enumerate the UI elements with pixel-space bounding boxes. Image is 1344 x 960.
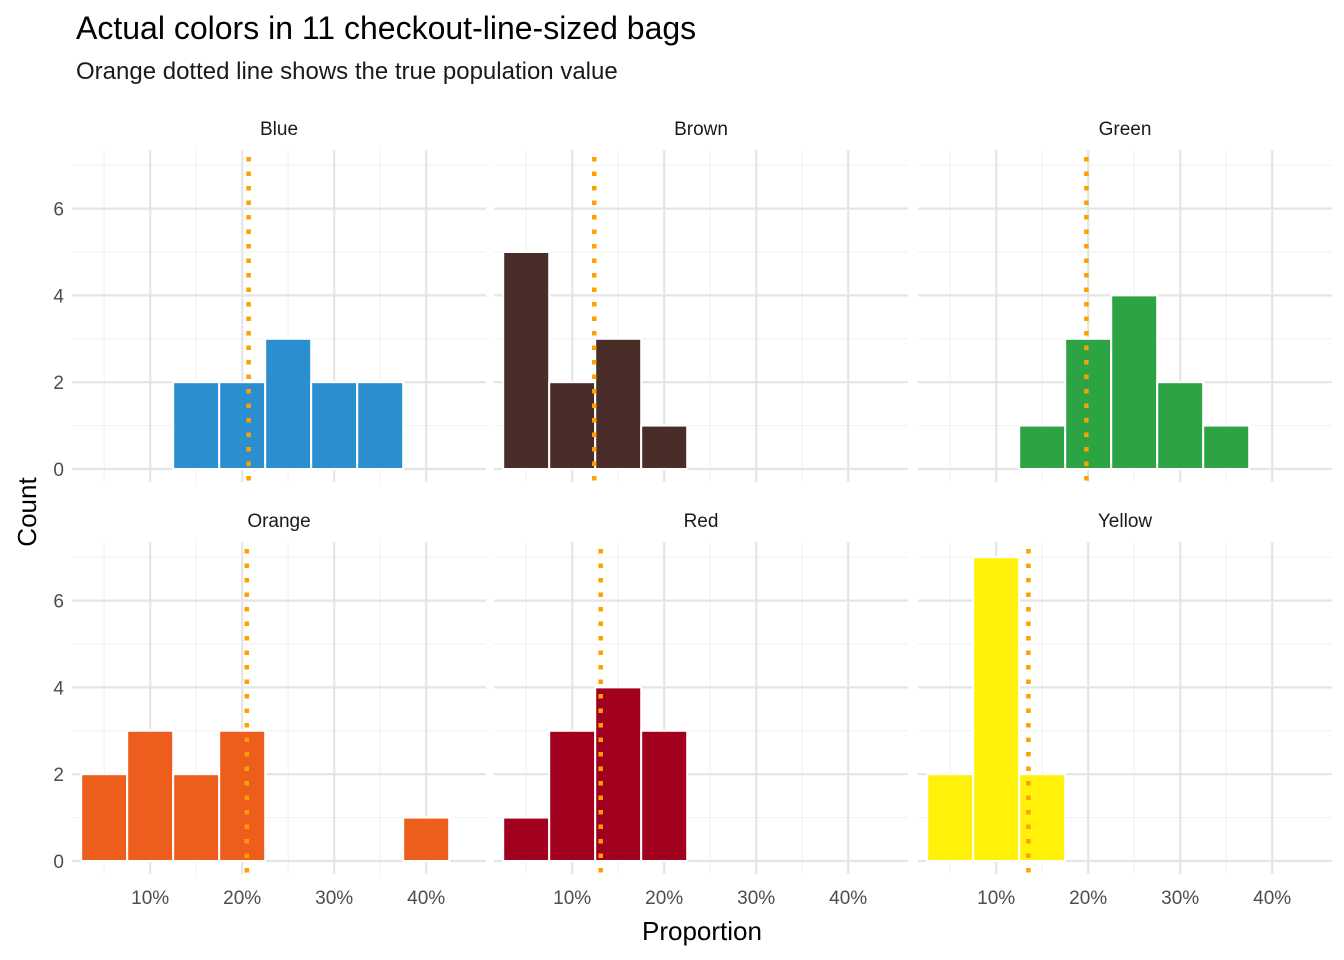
x-tick-label: 30% xyxy=(737,888,775,909)
x-tick-label: 10% xyxy=(977,888,1015,909)
bar-brown xyxy=(594,337,643,470)
bar-orange xyxy=(80,773,129,862)
bar-brown xyxy=(548,381,597,470)
panel-label-blue: Blue xyxy=(260,119,298,140)
bar-red xyxy=(548,729,597,862)
x-tick-label: 40% xyxy=(829,888,867,909)
y-axis-title: Count xyxy=(12,477,42,547)
bar-green xyxy=(1156,381,1205,470)
bar-orange xyxy=(172,773,221,862)
y-tick-label: 4 xyxy=(53,678,64,699)
y-tick-label: 2 xyxy=(53,765,64,786)
chart-subtitle: Orange dotted line shows the true popula… xyxy=(76,58,618,85)
x-tick-label: 30% xyxy=(315,888,353,909)
x-tick-label: 10% xyxy=(553,888,591,909)
bar-yellow xyxy=(926,773,975,862)
x-tick-label: 20% xyxy=(1069,888,1107,909)
x-tick-label: 40% xyxy=(1253,888,1291,909)
bar-green xyxy=(1110,294,1159,470)
x-tick-label: 20% xyxy=(223,888,261,909)
panel-label-red: Red xyxy=(684,511,719,532)
x-tick-label: 40% xyxy=(407,888,445,909)
bar-blue xyxy=(172,381,221,470)
panel-label-green: Green xyxy=(1099,119,1152,140)
bar-blue xyxy=(264,337,313,470)
y-tick-label: 2 xyxy=(53,373,64,394)
x-tick-label: 10% xyxy=(131,888,169,909)
bar-brown xyxy=(502,250,551,470)
y-tick-label: 6 xyxy=(53,200,64,221)
y-tick-label: 6 xyxy=(53,592,64,613)
bar-orange xyxy=(126,729,175,862)
bar-yellow xyxy=(1018,773,1067,862)
bar-green xyxy=(1202,424,1251,470)
x-axis-title: Proportion xyxy=(642,916,762,946)
bar-red xyxy=(502,816,551,862)
bar-blue xyxy=(218,381,267,470)
bar-red xyxy=(594,686,643,862)
y-tick-label: 0 xyxy=(53,460,64,481)
panel-label-yellow: Yellow xyxy=(1098,511,1153,532)
x-tick-label: 20% xyxy=(645,888,683,909)
bar-brown xyxy=(640,424,689,470)
bar-green xyxy=(1018,424,1067,470)
bar-orange xyxy=(218,729,267,862)
panel-label-orange: Orange xyxy=(247,511,310,532)
bar-red xyxy=(640,729,689,862)
bar-yellow xyxy=(972,556,1021,862)
y-tick-label: 4 xyxy=(53,286,64,307)
y-tick-label: 0 xyxy=(53,852,64,873)
panel-label-brown: Brown xyxy=(674,119,728,140)
bar-blue xyxy=(356,381,405,470)
bar-blue xyxy=(310,381,359,470)
bar-orange xyxy=(402,816,451,862)
x-tick-label: 30% xyxy=(1161,888,1199,909)
chart-title: Actual colors in 11 checkout-line-sized … xyxy=(76,10,697,46)
